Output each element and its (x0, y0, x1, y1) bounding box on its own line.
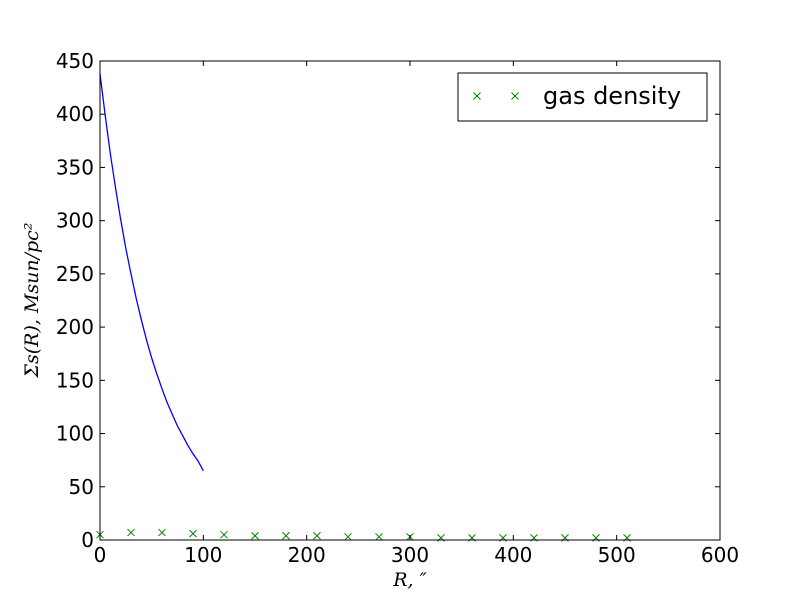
legend-marker (511, 92, 519, 100)
data-point-gas-density (220, 530, 228, 539)
data-point-gas-density (158, 528, 166, 537)
y-axis-label: Σs(R), Msun/pc² (21, 223, 43, 379)
y-tick-label: 200 (56, 315, 94, 339)
chart-marks (96, 73, 631, 542)
y-tick-label: 0 (81, 528, 94, 552)
x-tick-label: 600 (701, 543, 739, 567)
legend-box (457, 72, 708, 122)
y-tick-label: 400 (56, 102, 94, 126)
data-point-gas-density (375, 532, 383, 541)
data-point-gas-density (344, 532, 352, 541)
axis-ticks: 0 100 200 300 400 500 600 0 50 100 150 200 250 300 350… (56, 49, 739, 567)
series-line-surface-density (99, 73, 204, 472)
legend-label-gas-density: gas density (543, 82, 681, 110)
x-tick-label: 500 (598, 543, 636, 567)
x-tick-label: 200 (288, 543, 326, 567)
x-tick-label: 400 (494, 543, 532, 567)
y-tick-label: 50 (69, 475, 94, 499)
legend-marker-gas-density (473, 92, 519, 100)
y-tick-label: 300 (56, 209, 94, 233)
x-tick-label: 100 (184, 543, 222, 567)
y-tick-label: 100 (56, 422, 94, 446)
data-point-gas-density (313, 531, 321, 540)
y-tick-label: 150 (56, 368, 94, 392)
y-tick-label: 250 (56, 262, 94, 286)
data-point-gas-density (251, 531, 259, 540)
legend-marker (473, 92, 481, 100)
plot-frame (99, 60, 721, 541)
data-point-gas-density (127, 528, 135, 537)
legend: gas density (457, 72, 708, 122)
y-tick-label: 350 (56, 155, 94, 179)
y-tick-label: 450 (56, 49, 94, 73)
data-point-gas-density (282, 531, 290, 540)
x-tick-label: 300 (391, 543, 429, 567)
x-axis-label: R, ″ (392, 569, 426, 591)
x-tick-label: 0 (94, 543, 107, 567)
data-point-gas-density (189, 529, 197, 538)
